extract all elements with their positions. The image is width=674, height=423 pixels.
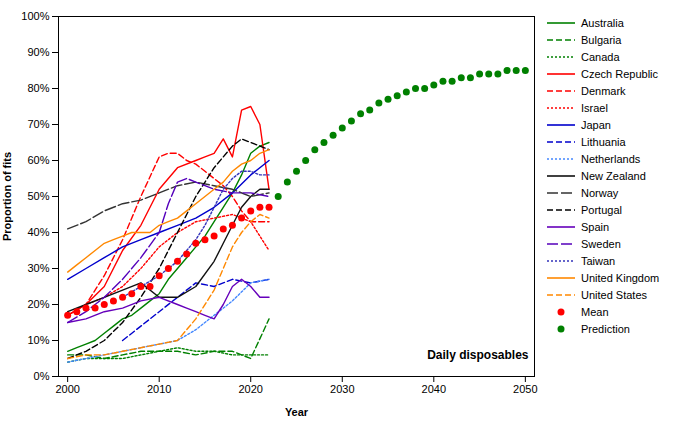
- html-text:United Kingdom: United Kingdom: [581, 271, 660, 284]
- html-text:Australia: Australia: [581, 16, 624, 29]
- html-text:Japan: Japan: [581, 118, 611, 131]
- svg-text:2050: 2050: [513, 383, 537, 395]
- html-text:Lithuania: Lithuania: [581, 135, 626, 148]
- html-text:Spain: Spain: [581, 220, 610, 233]
- svg-text:2000: 2000: [55, 383, 79, 395]
- svg-text:Year: Year: [285, 406, 309, 418]
- svg-text:2030: 2030: [330, 383, 354, 395]
- svg-text:2010: 2010: [147, 383, 171, 395]
- html-text:Netherlands: Netherlands: [581, 152, 641, 165]
- svg-text:70%: 70%: [27, 118, 49, 130]
- svg-text:50%: 50%: [27, 190, 49, 202]
- svg-text:90%: 90%: [27, 46, 49, 58]
- svg-text:0%: 0%: [34, 370, 50, 382]
- html-text:Prediction: Prediction: [581, 322, 630, 335]
- html-text:United States: United States: [581, 288, 647, 301]
- html-text:Israel: Israel: [581, 101, 608, 114]
- svg-text:Daily disposables: Daily disposables: [427, 348, 529, 362]
- html-text:Sweden: Sweden: [581, 237, 621, 250]
- svg-text:40%: 40%: [27, 226, 49, 238]
- html-text:Denmark: Denmark: [581, 84, 626, 97]
- html-text:Mean: Mean: [581, 305, 609, 318]
- svg-text:80%: 80%: [27, 82, 49, 94]
- svg-text:2020: 2020: [238, 383, 262, 395]
- html-text:Bulgaria: Bulgaria: [581, 33, 622, 46]
- html-text:Taiwan: Taiwan: [581, 254, 616, 267]
- html-text:New Zealand: New Zealand: [581, 169, 646, 182]
- svg-text:10%: 10%: [27, 334, 49, 346]
- html-text:Portugal: Portugal: [581, 203, 622, 216]
- svg-text:Proportion of fits: Proportion of fits: [1, 152, 13, 241]
- svg-text:2040: 2040: [422, 383, 446, 395]
- svg-text:60%: 60%: [27, 154, 49, 166]
- html-text:Norway: Norway: [581, 186, 619, 199]
- html-text:Czech Republic: Czech Republic: [581, 67, 658, 80]
- html-text:Canada: Canada: [581, 50, 620, 63]
- svg-text:20%: 20%: [27, 298, 49, 310]
- svg-text:100%: 100%: [21, 10, 49, 22]
- svg-text:30%: 30%: [27, 262, 49, 274]
